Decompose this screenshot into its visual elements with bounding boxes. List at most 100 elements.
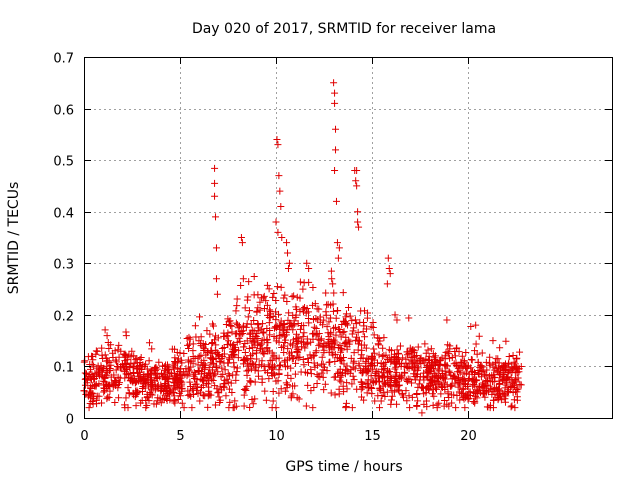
data-point [345,303,353,311]
data-point [511,404,519,412]
data-point [391,365,399,373]
data-point [307,370,315,378]
data-point [442,348,450,356]
data-point [166,386,174,394]
data-point [501,395,509,403]
data-point [266,327,274,335]
data-point [388,387,396,395]
data-point [463,382,471,390]
data-point [133,390,141,398]
data-point [428,364,436,372]
data-point [325,342,333,350]
data-point [427,345,435,353]
data-point [189,372,197,380]
data-point [177,371,185,379]
data-point [349,327,357,335]
data-point [365,383,373,391]
data-point [357,307,365,315]
data-point [397,362,405,370]
data-point [101,326,109,334]
data-point [104,382,112,390]
data-point [332,125,340,133]
data-point [452,361,460,369]
data-point [278,343,286,351]
data-point [134,369,142,377]
data-point [114,373,122,381]
data-point [369,324,377,332]
data-point [212,275,220,283]
data-point [386,270,394,278]
data-point [413,352,421,360]
data-point [405,364,413,372]
data-point [165,383,173,391]
data-point [109,383,117,391]
data-point [252,332,260,340]
data-point [246,360,254,368]
data-point [410,362,418,370]
data-point [263,281,271,289]
data-point [174,364,182,372]
data-point [208,340,216,348]
data-point [516,348,524,356]
data-point [287,321,295,329]
data-point [166,396,174,404]
data-point [331,391,339,399]
data-point [351,365,359,373]
data-point [378,372,386,380]
data-point [359,382,367,390]
data-point [439,370,447,378]
data-point [504,360,512,368]
data-point [465,370,473,378]
data-point [250,337,258,345]
data-point [90,373,98,381]
data-point [378,392,386,400]
data-point [337,333,345,341]
data-point [512,376,520,384]
data-point [517,362,525,370]
data-point [84,353,92,361]
y-tick-label: 0.7 [53,52,74,67]
data-point [348,380,356,388]
data-point [298,322,306,330]
data-point [437,390,445,398]
data-point [470,375,478,383]
data-point [409,346,417,354]
data-point [200,346,208,354]
x-tick-label: 20 [460,429,477,444]
data-point [375,351,383,359]
data-point [213,362,221,370]
data-point [117,347,125,355]
data-point [263,301,271,309]
data-point [201,392,209,400]
data-point [509,352,517,360]
data-point [507,403,515,411]
data-point [233,338,241,346]
data-point [350,376,358,384]
data-point [484,382,492,390]
data-point [402,359,410,367]
data-point [303,369,311,377]
data-point [287,374,295,382]
data-point [277,203,285,211]
data-point [106,387,114,395]
data-point [335,244,343,252]
data-point [407,356,415,364]
data-point [467,364,475,372]
data-point [275,332,283,340]
data-point [447,382,455,390]
data-point [197,342,205,350]
data-point [319,343,327,351]
data-point [296,307,304,315]
data-point [368,390,376,398]
data-point [222,320,230,328]
data-point [224,315,232,323]
data-point [424,346,432,354]
data-point [101,384,109,392]
data-point [364,309,372,317]
data-point [109,354,117,362]
data-point [268,372,276,380]
data-point [177,356,185,364]
data-point [205,383,213,391]
data-point [95,368,103,376]
data-point [304,314,312,322]
